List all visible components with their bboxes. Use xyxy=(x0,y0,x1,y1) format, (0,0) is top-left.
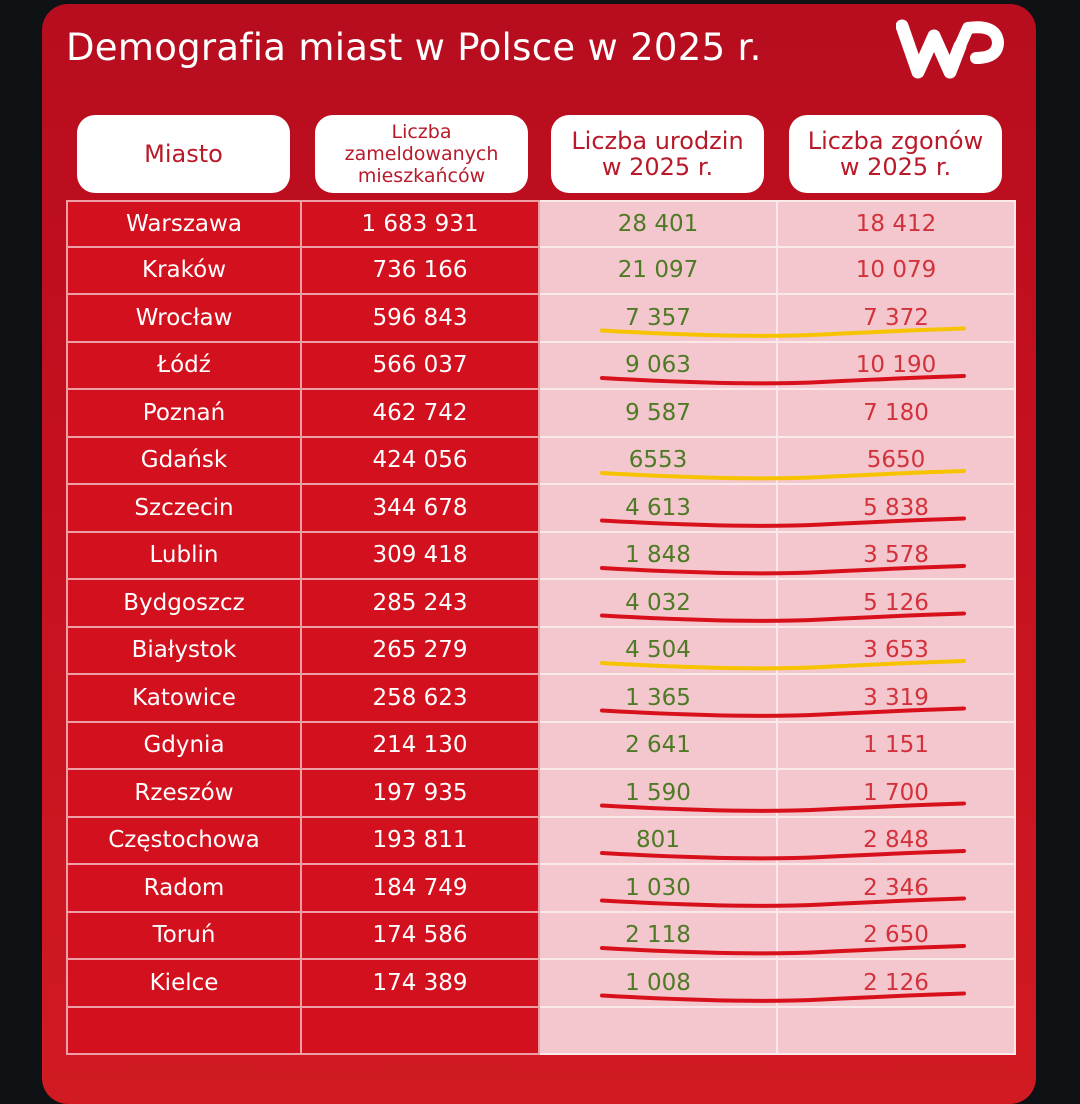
table-row: Łódź 566 037 9 063 10 190 xyxy=(66,342,1016,390)
city-cell: Częstochowa xyxy=(66,817,302,865)
empty-cell xyxy=(778,1007,1016,1055)
table-row: Gdańsk 424 056 6553 5650 xyxy=(66,437,1016,485)
population-cell: 424 056 xyxy=(302,437,540,485)
deaths-cell: 1 151 xyxy=(778,722,1016,770)
empty-cell xyxy=(66,1007,302,1055)
population-cell: 174 389 xyxy=(302,960,540,1008)
births-cell: 1 590 xyxy=(540,770,778,818)
table-row: Białystok 265 279 4 504 3 653 xyxy=(66,627,1016,675)
deaths-cell: 3 578 xyxy=(778,532,1016,580)
births-cell: 801 xyxy=(540,817,778,865)
births-cell: 1 848 xyxy=(540,532,778,580)
city-cell: Poznań xyxy=(66,390,302,438)
births-cell: 1 030 xyxy=(540,865,778,913)
population-cell: 197 935 xyxy=(302,770,540,818)
city-cell: Szczecin xyxy=(66,485,302,533)
deaths-cell: 2 126 xyxy=(778,960,1016,1008)
wp-logo xyxy=(896,19,1004,79)
city-cell: Warszawa xyxy=(66,200,302,248)
header-births: Liczba urodzin w 2025 r. xyxy=(551,115,764,193)
city-cell: Białystok xyxy=(66,627,302,675)
city-cell: Łódź xyxy=(66,342,302,390)
table-row: Poznań 462 742 9 587 7 180 xyxy=(66,390,1016,438)
births-cell: 4 613 xyxy=(540,485,778,533)
table-row: Bydgoszcz 285 243 4 032 5 126 xyxy=(66,580,1016,628)
births-cell: 7 357 xyxy=(540,295,778,343)
table-row: Katowice 258 623 1 365 3 319 xyxy=(66,675,1016,723)
population-cell: 285 243 xyxy=(302,580,540,628)
city-cell: Lublin xyxy=(66,532,302,580)
births-cell: 9 587 xyxy=(540,390,778,438)
table-row: Warszawa 1 683 931 28 401 18 412 xyxy=(66,200,1016,248)
deaths-cell: 10 079 xyxy=(778,247,1016,295)
city-cell: Wrocław xyxy=(66,295,302,343)
city-cell: Toruń xyxy=(66,912,302,960)
population-cell: 193 811 xyxy=(302,817,540,865)
population-cell: 309 418 xyxy=(302,532,540,580)
deaths-cell: 5 126 xyxy=(778,580,1016,628)
population-cell: 736 166 xyxy=(302,247,540,295)
header-population: Liczba zameldowanych mieszkańców xyxy=(315,115,528,193)
deaths-cell: 7 180 xyxy=(778,390,1016,438)
table-row: Radom 184 749 1 030 2 346 xyxy=(66,865,1016,913)
deaths-cell: 5650 xyxy=(778,437,1016,485)
deaths-cell: 2 650 xyxy=(778,912,1016,960)
city-cell: Gdańsk xyxy=(66,437,302,485)
table-row: Toruń 174 586 2 118 2 650 xyxy=(66,912,1016,960)
table-row: Szczecin 344 678 4 613 5 838 xyxy=(66,485,1016,533)
table-row: Lublin 309 418 1 848 3 578 xyxy=(66,532,1016,580)
city-cell: Radom xyxy=(66,865,302,913)
table-row: Gdynia 214 130 2 641 1 151 xyxy=(66,722,1016,770)
city-cell: Rzeszów xyxy=(66,770,302,818)
deaths-cell: 3 653 xyxy=(778,627,1016,675)
births-cell: 28 401 xyxy=(540,200,778,248)
city-cell: Kielce xyxy=(66,960,302,1008)
table-row: Rzeszów 197 935 1 590 1 700 xyxy=(66,770,1016,818)
population-cell: 596 843 xyxy=(302,295,540,343)
population-cell: 344 678 xyxy=(302,485,540,533)
population-cell: 258 623 xyxy=(302,675,540,723)
demography-table: Warszawa 1 683 931 28 401 18 412 Kraków 736 1… xyxy=(66,200,1016,1055)
births-cell: 21 097 xyxy=(540,247,778,295)
births-cell: 4 504 xyxy=(540,627,778,675)
deaths-cell: 10 190 xyxy=(778,342,1016,390)
population-cell: 462 742 xyxy=(302,390,540,438)
table-row: Kielce 174 389 1 008 2 126 xyxy=(66,960,1016,1008)
deaths-cell: 2 848 xyxy=(778,817,1016,865)
table-row: Częstochowa 193 811 801 2 848 xyxy=(66,817,1016,865)
table-row: Wrocław 596 843 7 357 7 372 xyxy=(66,295,1016,343)
city-cell: Gdynia xyxy=(66,722,302,770)
births-cell: 2 118 xyxy=(540,912,778,960)
deaths-cell: 18 412 xyxy=(778,200,1016,248)
city-cell: Kraków xyxy=(66,247,302,295)
population-cell: 566 037 xyxy=(302,342,540,390)
population-cell: 184 749 xyxy=(302,865,540,913)
infographic-card: Demografia miast w Polsce w 2025 r. Mias… xyxy=(42,4,1036,1104)
page-title: Demografia miast w Polsce w 2025 r. xyxy=(66,26,762,69)
births-cell: 4 032 xyxy=(540,580,778,628)
population-cell: 1 683 931 xyxy=(302,200,540,248)
deaths-cell: 7 372 xyxy=(778,295,1016,343)
births-cell: 6553 xyxy=(540,437,778,485)
empty-cell xyxy=(302,1007,540,1055)
population-cell: 265 279 xyxy=(302,627,540,675)
deaths-cell: 5 838 xyxy=(778,485,1016,533)
births-cell: 2 641 xyxy=(540,722,778,770)
deaths-cell: 1 700 xyxy=(778,770,1016,818)
city-cell: Bydgoszcz xyxy=(66,580,302,628)
births-cell: 1 365 xyxy=(540,675,778,723)
births-cell: 1 008 xyxy=(540,960,778,1008)
population-cell: 174 586 xyxy=(302,912,540,960)
table-row: Kraków 736 166 21 097 10 079 xyxy=(66,247,1016,295)
deaths-cell: 2 346 xyxy=(778,865,1016,913)
empty-cell xyxy=(540,1007,778,1055)
births-cell: 9 063 xyxy=(540,342,778,390)
table-row-partial xyxy=(66,1007,1016,1055)
city-cell: Katowice xyxy=(66,675,302,723)
header-city: Miasto xyxy=(77,115,290,193)
header-deaths: Liczba zgonów w 2025 r. xyxy=(789,115,1002,193)
deaths-cell: 3 319 xyxy=(778,675,1016,723)
population-cell: 214 130 xyxy=(302,722,540,770)
